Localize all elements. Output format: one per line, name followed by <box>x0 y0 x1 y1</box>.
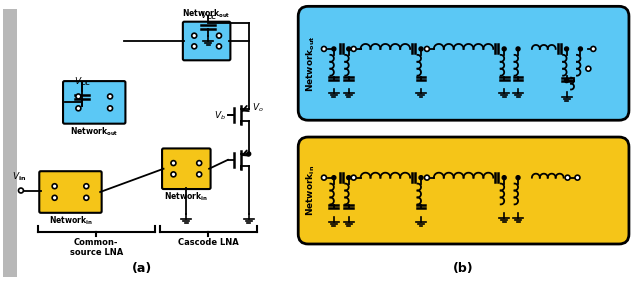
FancyBboxPatch shape <box>162 149 211 189</box>
Circle shape <box>502 176 506 179</box>
Circle shape <box>502 47 506 51</box>
Circle shape <box>247 152 251 156</box>
Circle shape <box>19 188 24 193</box>
Circle shape <box>192 33 196 38</box>
Circle shape <box>216 44 221 49</box>
FancyBboxPatch shape <box>298 6 629 120</box>
Circle shape <box>579 47 582 51</box>
Circle shape <box>321 47 326 51</box>
Circle shape <box>108 94 113 99</box>
Circle shape <box>351 175 356 180</box>
Circle shape <box>171 161 176 166</box>
Circle shape <box>84 184 89 189</box>
Circle shape <box>196 161 202 166</box>
Circle shape <box>171 172 176 177</box>
Text: Network$_\mathregular{in}$: Network$_\mathregular{in}$ <box>164 191 208 203</box>
Text: $V_\mathregular{CC}$: $V_\mathregular{CC}$ <box>200 9 217 22</box>
Circle shape <box>516 176 520 179</box>
Circle shape <box>419 47 423 51</box>
Circle shape <box>424 175 429 180</box>
Circle shape <box>52 184 57 189</box>
Circle shape <box>586 66 591 71</box>
Circle shape <box>192 44 196 49</box>
Circle shape <box>76 106 81 111</box>
Circle shape <box>216 33 221 38</box>
Circle shape <box>516 47 520 51</box>
Circle shape <box>52 195 57 200</box>
FancyBboxPatch shape <box>63 81 125 124</box>
Text: Common-
source LNA: Common- source LNA <box>70 238 123 258</box>
FancyBboxPatch shape <box>298 137 629 244</box>
Bar <box>3 9 17 277</box>
Text: Network$_\mathregular{in}$: Network$_\mathregular{in}$ <box>305 165 317 216</box>
Circle shape <box>419 176 423 179</box>
Text: Network$_\mathregular{out}$: Network$_\mathregular{out}$ <box>182 8 231 20</box>
Text: $V_o$: $V_o$ <box>252 101 264 114</box>
Text: $V_\mathregular{in}$: $V_\mathregular{in}$ <box>12 170 26 183</box>
Text: $V_b$: $V_b$ <box>214 109 226 122</box>
Circle shape <box>332 47 336 51</box>
Circle shape <box>347 176 351 179</box>
Circle shape <box>196 172 202 177</box>
FancyBboxPatch shape <box>39 171 102 213</box>
Circle shape <box>564 79 568 83</box>
Text: Network$_\mathregular{out}$: Network$_\mathregular{out}$ <box>70 125 118 138</box>
Text: Network$_\mathregular{out}$: Network$_\mathregular{out}$ <box>305 35 317 92</box>
Circle shape <box>564 47 568 51</box>
FancyBboxPatch shape <box>183 22 230 60</box>
Text: Network$_\mathregular{in}$: Network$_\mathregular{in}$ <box>49 214 92 227</box>
Text: Cascode LNA: Cascode LNA <box>178 238 239 247</box>
Circle shape <box>591 47 596 51</box>
Circle shape <box>351 47 356 51</box>
Text: (a): (a) <box>132 262 152 275</box>
Circle shape <box>332 176 336 179</box>
Circle shape <box>565 175 570 180</box>
Circle shape <box>575 175 580 180</box>
Circle shape <box>84 195 89 200</box>
Text: (b): (b) <box>453 262 474 275</box>
Circle shape <box>76 94 81 99</box>
Circle shape <box>347 47 351 51</box>
Circle shape <box>424 47 429 51</box>
Text: $V_\mathregular{CC}$: $V_\mathregular{CC}$ <box>74 76 91 88</box>
Circle shape <box>108 106 113 111</box>
Circle shape <box>321 175 326 180</box>
